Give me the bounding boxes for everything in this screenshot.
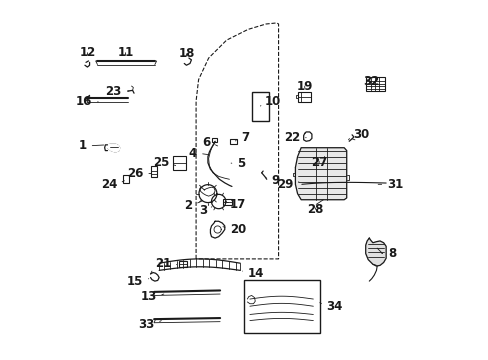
Text: 18: 18 [178,47,194,60]
Text: 14: 14 [247,267,263,280]
Bar [223,199,231,205]
Text: 24: 24 [101,178,117,191]
Text: 17: 17 [230,198,246,211]
Bar [366,77,384,91]
Text: 33: 33 [138,318,155,331]
Text: 15: 15 [127,275,143,288]
Text: 9: 9 [271,174,279,186]
Bar [211,138,216,142]
Text: 4: 4 [188,147,197,159]
Text: 8: 8 [387,247,395,260]
Text: 25: 25 [153,156,169,169]
Bar [230,139,236,144]
Text: 27: 27 [310,156,326,169]
Text: 20: 20 [230,223,246,236]
Text: 26: 26 [127,167,143,180]
Bar [251,92,268,121]
Bar [179,261,187,267]
Text: 34: 34 [325,300,342,313]
Text: 19: 19 [296,80,312,93]
Text: 2: 2 [184,199,192,212]
Text: 1: 1 [79,139,86,152]
Text: 5: 5 [237,157,245,170]
Text: 21: 21 [154,257,171,270]
Text: 29: 29 [277,178,293,191]
Text: 13: 13 [140,290,156,303]
Text: 23: 23 [105,85,122,98]
Text: 32: 32 [363,75,379,88]
Bar [150,166,157,177]
Text: 31: 31 [386,178,403,191]
Bar [297,92,310,102]
Bar [244,280,319,333]
Text: 6: 6 [202,136,210,149]
Text: 11: 11 [117,46,133,59]
Polygon shape [365,238,386,266]
Text: 10: 10 [264,95,280,108]
Text: 3: 3 [198,204,206,217]
Text: 28: 28 [306,203,323,216]
Bar [123,175,129,183]
Polygon shape [295,148,346,200]
Text: 7: 7 [241,131,248,144]
Text: 30: 30 [352,127,368,141]
Bar [173,156,185,170]
Text: 12: 12 [79,46,95,59]
Text: 22: 22 [283,131,300,144]
Text: 16: 16 [76,95,92,108]
Polygon shape [107,144,120,152]
